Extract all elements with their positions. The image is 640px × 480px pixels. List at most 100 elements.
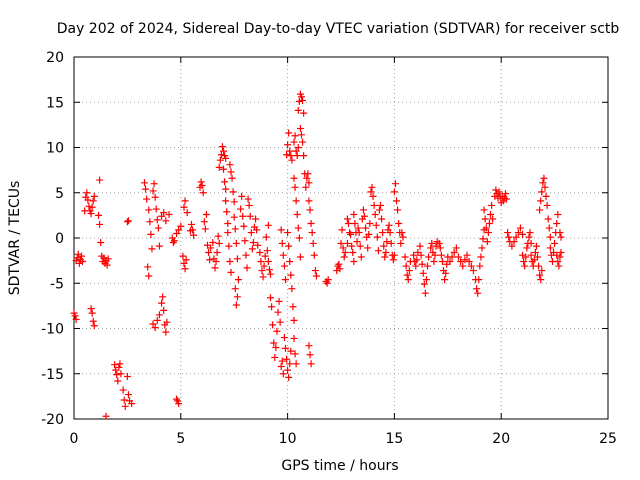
data-point — [349, 248, 357, 256]
data-point — [295, 234, 303, 242]
data-point — [399, 233, 407, 241]
data-point — [217, 151, 225, 159]
x-tick-label: 0 — [70, 431, 79, 447]
data-point — [359, 206, 367, 214]
data-point — [479, 235, 487, 243]
data-point — [229, 188, 237, 196]
data-point — [281, 276, 289, 284]
data-point — [216, 156, 224, 164]
data-point — [543, 201, 551, 209]
data-point — [287, 271, 295, 279]
data-point — [96, 176, 104, 184]
y-tick-label: -5 — [50, 276, 64, 292]
data-point — [435, 239, 443, 247]
data-point — [143, 195, 151, 203]
data-point — [546, 244, 554, 252]
data-point — [323, 279, 331, 287]
data-point — [256, 248, 264, 256]
data-point — [227, 168, 235, 176]
data-point — [283, 151, 291, 159]
data-point — [264, 258, 272, 266]
data-point — [344, 220, 352, 228]
data-point — [159, 293, 167, 301]
data-point — [542, 192, 550, 200]
data-point — [180, 203, 188, 211]
data-point — [292, 197, 300, 205]
data-point — [274, 308, 282, 316]
data-point — [526, 229, 534, 237]
y-tick-label: -20 — [41, 412, 64, 428]
data-point — [425, 253, 433, 261]
data-point — [142, 185, 150, 193]
data-point — [286, 258, 294, 266]
data-point — [280, 334, 288, 342]
data-point — [145, 272, 153, 280]
data-point — [402, 262, 410, 270]
data-point — [514, 229, 522, 237]
data-point — [144, 263, 152, 271]
data-point — [95, 211, 103, 219]
data-point — [546, 233, 554, 241]
data-point — [222, 154, 230, 162]
data-point — [199, 189, 207, 197]
data-point — [151, 193, 159, 201]
data-point — [306, 206, 314, 214]
data-point — [243, 264, 251, 272]
data-point — [312, 272, 320, 280]
data-point — [206, 256, 214, 264]
data-point — [380, 242, 388, 250]
data-point — [294, 144, 302, 151]
data-point — [89, 197, 97, 205]
data-point — [197, 178, 205, 186]
data-point — [540, 174, 548, 182]
data-point — [404, 276, 412, 284]
x-tick-label: 10 — [279, 431, 297, 447]
data-point — [88, 309, 96, 317]
data-point — [448, 253, 456, 261]
data-point — [305, 179, 313, 187]
data-point — [271, 353, 279, 361]
data-point — [227, 268, 235, 276]
data-point — [230, 213, 238, 221]
data-point — [205, 248, 213, 256]
data-point — [537, 276, 545, 284]
data-point — [531, 248, 539, 256]
data-point — [337, 239, 345, 247]
data-point — [269, 321, 277, 329]
x-tick-label: 5 — [176, 431, 185, 447]
data-point — [348, 242, 356, 250]
data-point — [482, 224, 490, 232]
data-point — [523, 244, 531, 252]
data-point — [115, 363, 123, 371]
data-point — [377, 201, 385, 209]
data-point — [539, 179, 547, 187]
data-point — [214, 232, 222, 240]
data-point — [158, 212, 166, 220]
data-point — [397, 239, 405, 247]
data-point — [277, 226, 285, 234]
data-point — [481, 215, 489, 223]
data-point — [452, 244, 460, 252]
data-point — [153, 216, 161, 224]
data-point — [260, 262, 268, 270]
data-point — [294, 106, 302, 114]
data-point — [355, 229, 363, 237]
data-point — [165, 210, 173, 218]
data-point — [535, 262, 543, 270]
data-point — [296, 253, 304, 261]
data-point — [228, 174, 236, 182]
data-point — [261, 252, 269, 260]
data-point — [446, 258, 454, 266]
data-point — [231, 285, 239, 293]
data-point — [378, 215, 386, 223]
data-point — [310, 251, 318, 259]
data-point — [306, 351, 314, 359]
data-point — [436, 244, 444, 252]
data-point — [484, 229, 492, 237]
data-point — [285, 129, 293, 137]
data-point — [536, 271, 544, 279]
data-point — [264, 221, 272, 229]
data-point — [276, 318, 284, 326]
data-point — [405, 267, 413, 275]
data-point — [119, 386, 127, 394]
